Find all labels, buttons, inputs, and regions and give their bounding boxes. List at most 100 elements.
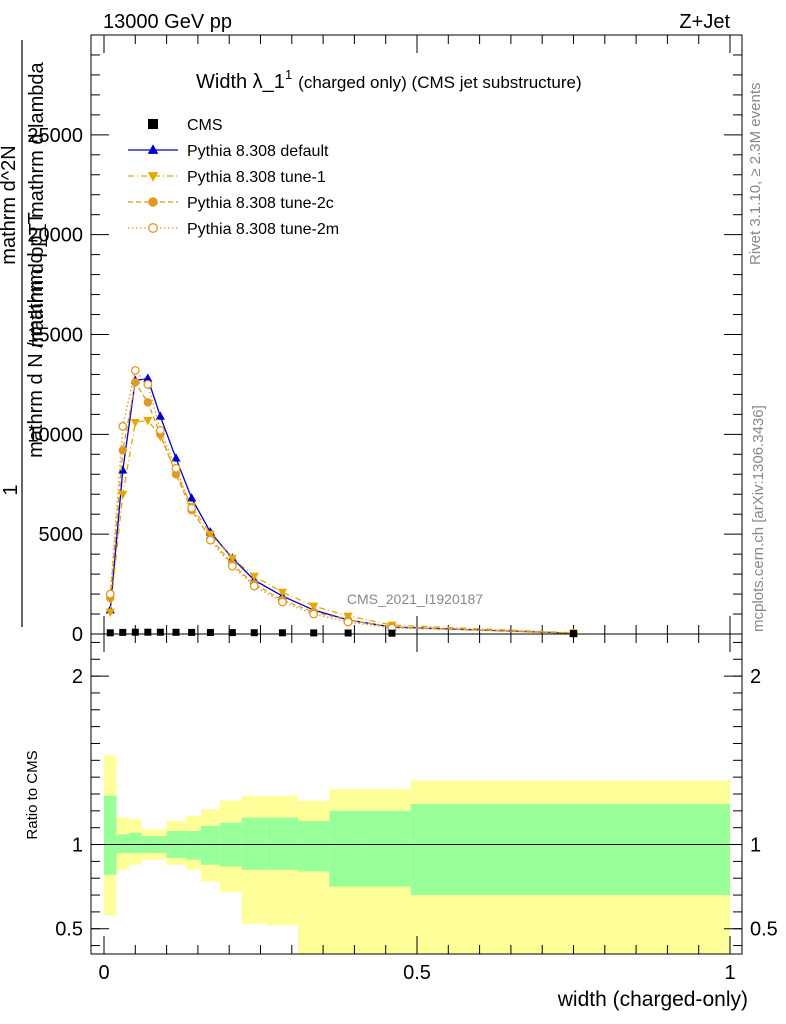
data-point [344, 629, 352, 637]
ratio-ytick-label: 1 [72, 835, 83, 857]
data-point [130, 366, 140, 375]
legend-marker [147, 172, 159, 182]
xtick-label: 0 [98, 962, 109, 984]
data-point [106, 629, 114, 637]
ratio-ytick-label: 0.5 [55, 919, 83, 941]
header-left: 13000 GeV pp [103, 11, 232, 33]
title-rest: (charged only) (CMS jet substructure) [298, 73, 581, 92]
data-point [187, 503, 197, 513]
legend-marker [148, 119, 158, 129]
data-point [143, 398, 153, 407]
data-point [309, 609, 319, 619]
main-series [105, 366, 579, 638]
data-point [277, 588, 288, 598]
legend-entry: CMS [148, 117, 223, 134]
data-point [156, 628, 164, 636]
watermark: CMS_2021_I1920187 [347, 591, 483, 607]
data-point [172, 628, 180, 636]
data-point [143, 373, 153, 382]
data-point [105, 589, 115, 599]
data-point [105, 608, 115, 618]
title-sup: 1 [285, 67, 292, 82]
data-point [250, 629, 258, 637]
ratio-panel: 0.5 0.5 1 1 2 2 0 0.5 1 Ratio to CMS width (char… [24, 633, 778, 1011]
ylabel-line-1: 1 [0, 484, 22, 495]
data-point [206, 629, 214, 637]
main-title: Width λ_11 (charged only) (CMS jet substr… [196, 67, 582, 93]
data-point [249, 572, 259, 582]
main-ylabel: 1 mathrm d N / mathrm d p_T mathrm d^2N … [0, 40, 48, 627]
ylabel-line-2: mathrm d N / mathrm d p_T [25, 212, 47, 458]
ratio-band-green [366, 810, 411, 887]
legend-marker [148, 197, 158, 207]
data-point [155, 425, 165, 435]
main-ytick-label: 25000 [27, 125, 83, 147]
ratio-ytick-label: 2 [72, 666, 83, 688]
data-point [188, 628, 196, 636]
legend-entry: Pythia 8.308 tune-1 [128, 169, 326, 186]
ratio-band-green [185, 831, 202, 860]
header-right: Z+Jet [679, 11, 730, 33]
mcplots-label: mcplots.cern.ch [arXiv:1306.3436] [750, 405, 767, 632]
xtick-label: 0.5 [403, 962, 431, 984]
legend-label: Pythia 8.308 tune-2m [187, 221, 339, 238]
data-point [205, 535, 215, 545]
main-ytick-label: 20000 [27, 225, 83, 247]
data-point [343, 617, 353, 627]
legend-marker [147, 144, 159, 154]
ratio-ticks: 0.5 0.5 1 1 2 2 0 0.5 1 [55, 634, 778, 984]
main-ytick-label: 5000 [39, 524, 84, 546]
data-point [187, 493, 197, 502]
data-point [155, 411, 165, 420]
ratio-band-green [241, 817, 267, 870]
data-point [171, 463, 181, 473]
ylabel-line-3: mathrm d^2N [0, 145, 20, 264]
xtick-label: 1 [724, 962, 735, 984]
series-line [109, 380, 574, 634]
ratio-band-green [298, 820, 330, 872]
legend-entry: Pythia 8.308 default [128, 143, 329, 160]
data-point [277, 597, 287, 607]
legend-entry: Pythia 8.308 tune-2c [128, 195, 334, 212]
data-point [118, 446, 127, 455]
ratio-band-green [129, 832, 142, 853]
ratio-band-green [201, 826, 220, 865]
main-ytick-label: 15000 [27, 325, 83, 347]
data-point [388, 629, 396, 637]
title-main: Width λ_1 [196, 71, 285, 93]
data-point [131, 628, 139, 636]
ratio-band-green [266, 817, 299, 870]
ylabel-line-4: mathrm d p_T mathrm d lambda [26, 61, 48, 347]
ratio-ytick-label-right: 1 [750, 835, 761, 857]
legend-label: Pythia 8.308 tune-2c [187, 195, 334, 212]
data-point [227, 554, 237, 564]
data-point [143, 416, 153, 426]
main-frame [90, 34, 743, 635]
data-point [130, 418, 140, 428]
data-point [278, 629, 286, 637]
legend: CMS Pythia 8.308 default Pythia 8.308 tune… [128, 117, 339, 238]
legend-label: Pythia 8.308 tune-1 [187, 169, 326, 186]
ratio-ytick-label-right: 0.5 [750, 919, 778, 941]
series-4 [105, 366, 578, 638]
data-point [118, 490, 128, 500]
data-point [249, 581, 259, 591]
data-point [310, 629, 318, 637]
data-point [131, 378, 140, 387]
legend-label: CMS [187, 117, 223, 134]
data-point [118, 421, 128, 431]
xlabel: width (charged-only) [557, 988, 748, 1011]
ratio-band-green [116, 834, 130, 853]
legend-entry: Pythia 8.308 tune-2m [128, 221, 339, 238]
main-panel: 0 5000 10000 15000 20000 25000 Width λ_11 (cha… [27, 34, 743, 646]
ratio-band-green [104, 795, 117, 875]
ratio-band-green [410, 804, 730, 896]
data-point [309, 602, 319, 612]
ratio-bands [104, 755, 730, 954]
data-point [118, 465, 128, 474]
data-point [119, 628, 127, 636]
main-ytick-label: 0 [72, 624, 83, 646]
ratio-band-green [329, 810, 367, 887]
data-point [143, 379, 153, 389]
